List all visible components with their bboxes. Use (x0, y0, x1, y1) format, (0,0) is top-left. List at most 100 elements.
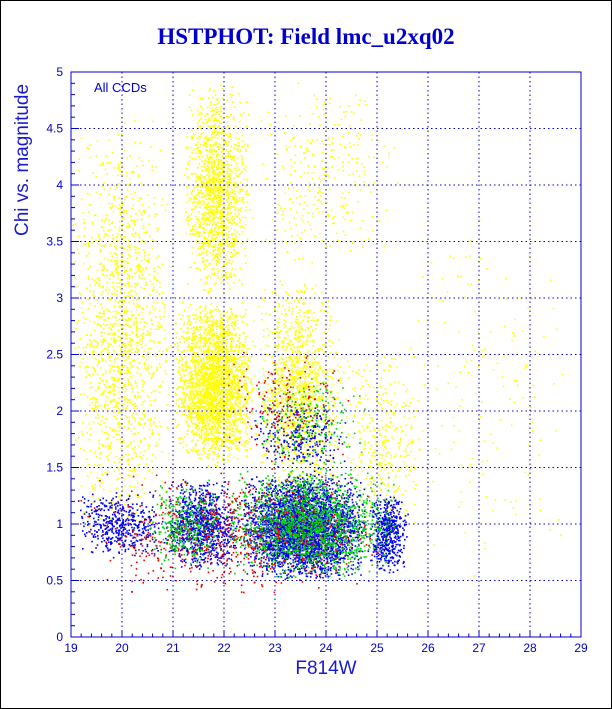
point-s0-1858 (212, 332, 214, 335)
point-s0-3487 (245, 125, 248, 128)
point-s0-567 (206, 403, 209, 406)
point-s0-129 (217, 363, 220, 366)
point-s0-2952 (243, 227, 245, 230)
point-s0-720 (195, 424, 198, 427)
point-s0-4221 (88, 423, 91, 425)
point-s0-3684 (234, 182, 237, 185)
point-s0-3415 (230, 164, 233, 166)
point-s0-2274 (212, 453, 215, 456)
point-s0-652 (248, 377, 250, 380)
point-s0-2469 (231, 419, 233, 422)
point-s0-765 (217, 447, 220, 450)
point-s0-3676 (233, 237, 236, 240)
point-s0-2526 (192, 377, 195, 380)
point-s0-2002 (189, 349, 192, 352)
point-s0-3787 (219, 213, 222, 215)
point-s0-450 (209, 316, 211, 319)
point-s0-3372 (205, 142, 207, 145)
point-s0-4099 (134, 282, 136, 285)
point-s0-447 (249, 425, 252, 427)
point-s0-1677 (234, 321, 236, 324)
point-s0-1575 (191, 398, 194, 400)
point-s0-4282 (136, 511, 138, 513)
point-s0-1366 (217, 439, 219, 442)
point-s0-803 (226, 370, 229, 372)
point-s0-1140 (229, 343, 232, 346)
point-s0-657 (203, 332, 206, 334)
point-s0-4315 (129, 469, 131, 472)
point-s0-1590 (213, 344, 216, 346)
point-s0-3024 (203, 268, 205, 270)
point-s0-1330 (229, 396, 232, 398)
point-s0-2162 (226, 395, 229, 398)
point-s0-396 (204, 314, 207, 316)
point-s0-167 (186, 449, 188, 452)
point-s0-738 (192, 373, 195, 376)
point-s0-2174 (202, 420, 204, 423)
point-s0-3943 (220, 168, 223, 170)
point-s0-3417 (207, 168, 209, 170)
point-s0-1255 (183, 392, 186, 394)
point-s0-4301 (156, 291, 158, 293)
point-s0-1779 (213, 324, 215, 327)
point-s0-4787 (140, 458, 143, 460)
point-s0-1081 (199, 353, 202, 355)
point-s0-932 (212, 388, 215, 391)
point-s0-3348 (193, 229, 195, 232)
point-s0-4061 (117, 174, 120, 177)
point-s0-2935 (233, 218, 236, 221)
point-s0-1622 (196, 454, 199, 456)
point-s0-2583 (220, 348, 222, 350)
point-s0-3974 (206, 277, 208, 280)
point-s0-444 (196, 416, 198, 419)
point-s0-1980 (201, 363, 204, 365)
point-s0-2357 (197, 408, 200, 410)
point-s0-4231 (77, 436, 80, 439)
point-s0-4875 (92, 373, 94, 376)
point-s0-1057 (219, 355, 221, 358)
point-s0-1582 (247, 365, 249, 367)
point-s0-199 (192, 390, 194, 393)
point-s0-3824 (233, 239, 235, 241)
point-s0-3893 (218, 158, 221, 161)
point-s0-1339 (199, 380, 201, 383)
point-s0-279 (198, 380, 200, 383)
point-s0-4741 (94, 369, 97, 372)
point-s0-1930 (192, 326, 195, 329)
point-s0-1445 (204, 320, 206, 322)
point-s0-3936 (202, 125, 205, 128)
point-s0-1459 (252, 320, 255, 322)
point-s0-2756 (234, 229, 237, 231)
point-s0-4410 (111, 364, 113, 367)
point-s0-750 (202, 384, 205, 387)
point-s0-922 (216, 455, 219, 458)
point-s0-4920 (89, 374, 91, 377)
point-s0-4704 (134, 290, 137, 293)
point-s0-2124 (205, 428, 208, 431)
point-s0-630 (237, 396, 239, 398)
point-s0-634 (204, 315, 206, 318)
point-s0-4372 (122, 203, 124, 206)
point-s0-3570 (226, 162, 229, 165)
point-s0-3651 (229, 207, 231, 210)
point-s0-4427 (104, 369, 107, 372)
point-s0-4439 (93, 321, 96, 323)
point-s0-3634 (234, 254, 237, 257)
point-s0-1774 (230, 358, 233, 360)
point-s0-2458 (194, 416, 197, 418)
point-s0-3277 (198, 211, 201, 213)
point-s0-4334 (113, 370, 115, 372)
point-s0-2558 (189, 403, 192, 405)
point-s0-2169 (221, 317, 224, 319)
point-s0-3450 (199, 179, 202, 182)
point-s0-3738 (235, 235, 237, 238)
point-s0-4063 (123, 296, 126, 298)
point-s0-3349 (196, 137, 198, 140)
point-s0-3269 (222, 204, 225, 206)
point-s0-4305 (100, 393, 102, 396)
point-s0-3434 (195, 267, 198, 270)
point-s0-3288 (232, 159, 235, 161)
point-s0-554 (205, 402, 207, 405)
point-s0-4796 (141, 418, 144, 421)
point-s0-3105 (236, 145, 238, 147)
